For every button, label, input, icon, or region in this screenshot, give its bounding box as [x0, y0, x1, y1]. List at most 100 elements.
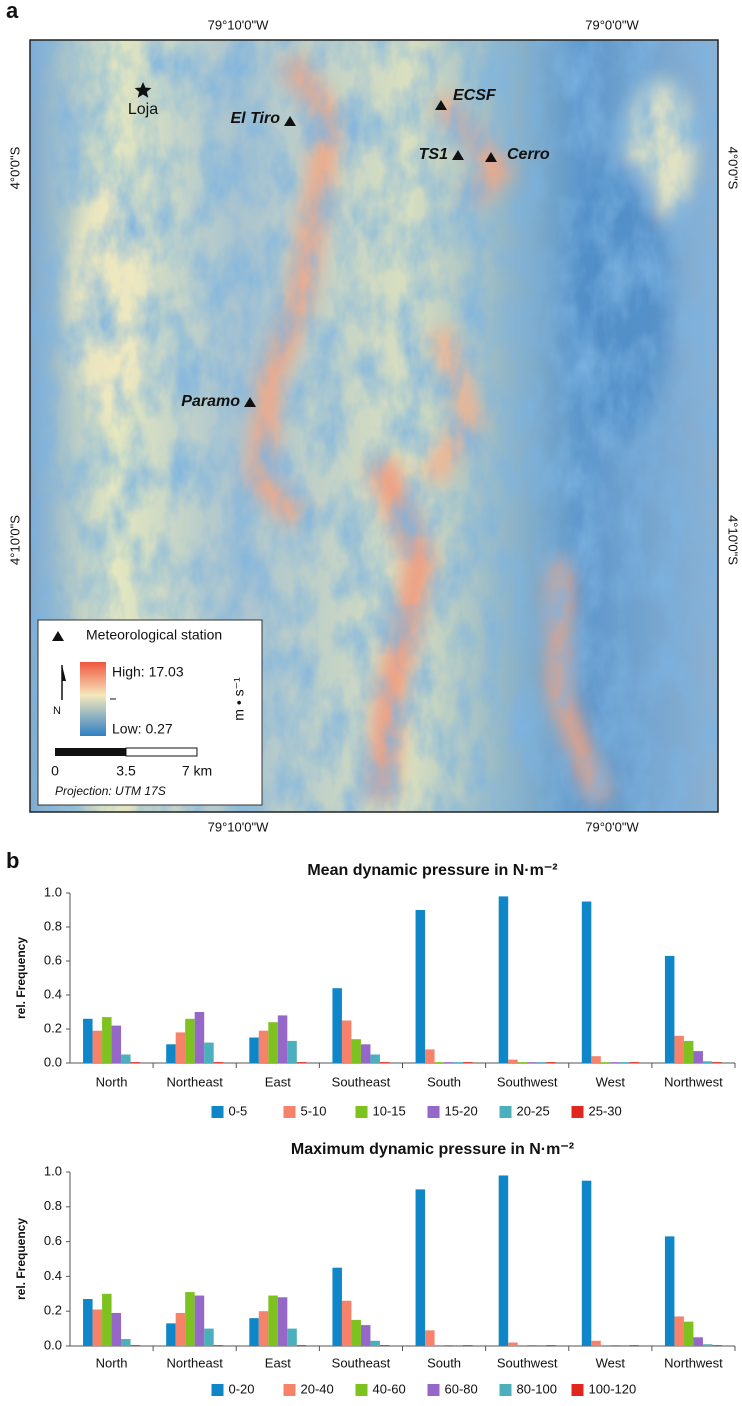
legend-label: Low: 0.27 — [112, 721, 173, 737]
projection-label: Projection: UTM 17S — [55, 784, 166, 798]
bar — [121, 1339, 131, 1346]
bar — [499, 1175, 509, 1346]
legend-label: 0-5 — [229, 1103, 248, 1118]
bar — [204, 1043, 214, 1063]
bar — [582, 1181, 592, 1346]
bar — [195, 1296, 205, 1346]
bar — [591, 1341, 601, 1346]
bar — [185, 1292, 195, 1346]
bar — [620, 1345, 630, 1346]
bar — [361, 1325, 371, 1346]
legend-swatch — [572, 1384, 584, 1396]
bar — [416, 1189, 426, 1346]
bar — [601, 1345, 611, 1346]
bar — [131, 1062, 141, 1063]
bar — [703, 1344, 713, 1346]
bar — [703, 1061, 713, 1063]
bar — [287, 1041, 297, 1063]
figure: a b 79°10'0"W 79°0'0"W 79°10'0"W 79°0'0"… — [0, 0, 742, 1401]
bar — [83, 1299, 93, 1346]
bar — [601, 1062, 611, 1063]
map-coord: 79°10'0"W — [208, 17, 269, 32]
y-tick-label: 0.8 — [44, 918, 62, 933]
legend-label: 60-80 — [445, 1381, 478, 1396]
legend-label: 40-60 — [373, 1381, 406, 1396]
scale-label: 7 km — [182, 763, 212, 779]
y-axis-label: rel. Frequency — [14, 1218, 28, 1300]
bar — [185, 1019, 195, 1063]
map-coord: 4°10'0"S — [7, 515, 22, 565]
legend-swatch — [356, 1106, 368, 1118]
bar — [121, 1055, 131, 1064]
y-axis-label: rel. Frequency — [14, 937, 28, 1019]
bar — [620, 1062, 630, 1063]
bar — [268, 1296, 278, 1346]
bar — [444, 1345, 454, 1346]
bar — [674, 1036, 684, 1063]
x-tick-label: Southeast — [332, 1355, 391, 1370]
chart-title: Maximum dynamic pressure in N·m⁻² — [291, 1141, 574, 1158]
bar — [297, 1345, 307, 1346]
station-label: ECSF — [453, 87, 497, 104]
bar — [93, 1309, 103, 1346]
y-tick-label: 1.0 — [44, 884, 62, 899]
x-tick-label: Northeast — [167, 1355, 224, 1370]
legend-label: 10-15 — [373, 1103, 406, 1118]
legend-swatch — [356, 1384, 368, 1396]
bar — [297, 1062, 307, 1063]
legend-label: Meteorological station — [86, 627, 222, 643]
legend-label: 5-10 — [301, 1103, 327, 1118]
bar — [508, 1343, 518, 1346]
bar — [454, 1345, 464, 1346]
y-tick-label: 0.2 — [44, 1020, 62, 1035]
bar — [537, 1062, 547, 1063]
north-label: N — [53, 705, 61, 717]
bar — [463, 1062, 473, 1063]
bar — [93, 1031, 103, 1063]
bar — [131, 1345, 141, 1346]
bar — [546, 1345, 556, 1346]
x-tick-label: South — [427, 1355, 461, 1370]
bar — [83, 1019, 93, 1063]
bar — [546, 1062, 556, 1063]
map-legend — [38, 620, 262, 805]
bar — [380, 1345, 390, 1346]
bar — [425, 1049, 435, 1063]
x-tick-label: Southwest — [497, 1355, 558, 1370]
bar — [351, 1320, 361, 1346]
bar — [435, 1345, 445, 1346]
bar — [342, 1021, 352, 1064]
bar — [425, 1330, 435, 1346]
bar — [278, 1015, 288, 1063]
x-tick-label: West — [596, 1074, 626, 1089]
bar — [684, 1322, 694, 1346]
bar — [102, 1017, 112, 1063]
bar — [629, 1062, 639, 1063]
bar — [370, 1341, 380, 1346]
bar — [527, 1062, 537, 1063]
bar — [454, 1062, 464, 1063]
legend-label: 100-120 — [589, 1381, 637, 1396]
bar — [508, 1060, 518, 1063]
bar — [444, 1062, 454, 1063]
legend-label: 0-20 — [229, 1381, 255, 1396]
station-label: Paramo — [181, 393, 240, 410]
bar — [665, 956, 675, 1063]
bar — [629, 1345, 639, 1346]
bar — [166, 1323, 176, 1346]
legend-label: 25-30 — [589, 1103, 622, 1118]
y-tick-label: 0.6 — [44, 952, 62, 967]
legend-unit: m • s⁻¹ — [231, 677, 247, 721]
legend-swatch — [500, 1106, 512, 1118]
bar — [332, 1268, 342, 1346]
scale-label: 3.5 — [116, 763, 136, 779]
city-label: Loja — [128, 101, 158, 118]
legend-label: 20-25 — [517, 1103, 550, 1118]
bar — [214, 1062, 224, 1063]
bar — [537, 1345, 547, 1346]
bar — [518, 1062, 528, 1063]
bar — [351, 1039, 361, 1063]
bar — [102, 1294, 112, 1346]
y-tick-label: 0.0 — [44, 1054, 62, 1069]
bar — [166, 1044, 176, 1063]
